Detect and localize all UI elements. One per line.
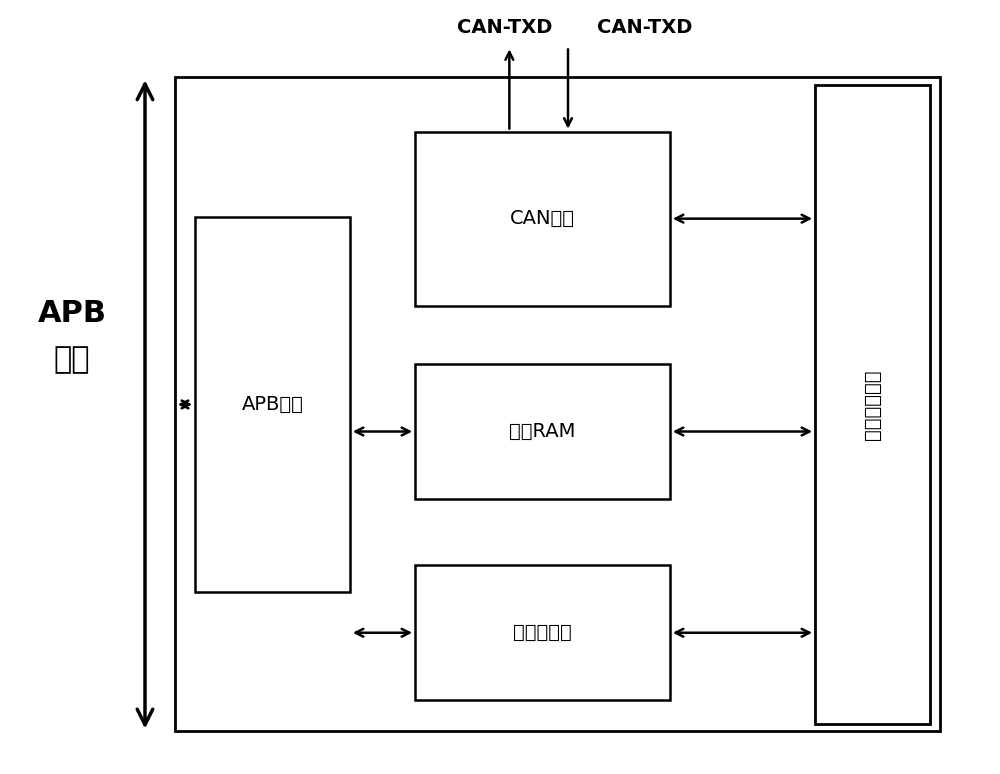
Text: 报文RAM: 报文RAM	[509, 422, 576, 441]
Bar	[175, 77, 940, 731]
Bar	[815, 85, 930, 724]
Text: 报文处理程序: 报文处理程序	[863, 369, 882, 440]
Text: CAN-TXD: CAN-TXD	[457, 18, 553, 36]
Bar	[415, 132, 670, 306]
Text: CAN内核: CAN内核	[510, 209, 575, 228]
Text: CAN-TXD: CAN-TXD	[597, 18, 693, 36]
Text: APB接口: APB接口	[242, 395, 303, 414]
Text: 寄存器接口: 寄存器接口	[513, 623, 572, 642]
Bar	[415, 364, 670, 499]
Text: 总线: 总线	[54, 345, 90, 375]
Text: APB: APB	[38, 299, 106, 328]
Bar	[195, 217, 350, 592]
Bar	[415, 565, 670, 700]
